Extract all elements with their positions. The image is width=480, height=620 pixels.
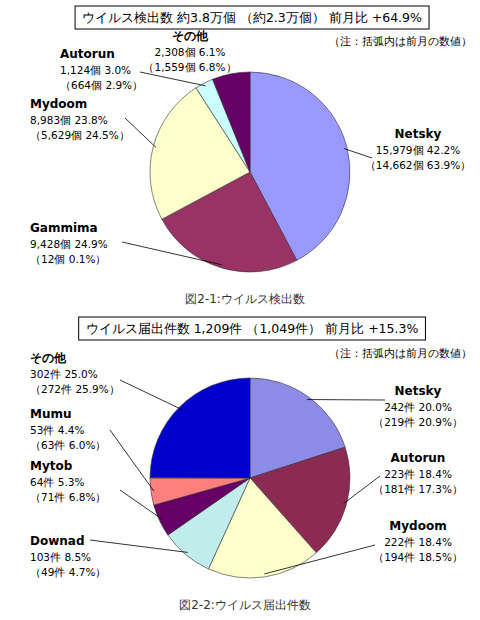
note: （注：括弧内は前月の数値） (329, 347, 472, 359)
slice-name: Mydoom (389, 519, 446, 533)
value-label: 1,124個 3.0% (60, 64, 131, 76)
data-labels: Netsky 242件 20.0% （219件 20.9%） Autorun 223件 … (30, 351, 463, 578)
title-frame (79, 317, 426, 340)
previous-label: （219件 20.9%） (373, 416, 463, 428)
slice-name: Autorun (391, 451, 446, 465)
slice-name: Mytob (30, 459, 73, 473)
pie-chart: ウイルス届出件数 1,209件 （1,049件） 前月比 +15.3% （注：括弧… (30, 317, 472, 612)
slices (150, 72, 350, 272)
leader-line (120, 380, 181, 409)
value-label: 64件 5.3% (30, 476, 84, 488)
slices (150, 378, 350, 578)
value-label: 302件 25.0% (30, 368, 98, 380)
previous-label: （664個 2.9%） (60, 79, 143, 91)
note: （注：括弧内は前月の数値） (329, 35, 472, 47)
slice-name: その他 (172, 29, 209, 43)
slice-name: Netsky (395, 384, 442, 398)
previous-label: （14,662個 63.9%） (365, 159, 471, 171)
leader-line (264, 545, 375, 574)
slice-name: Downad (30, 534, 85, 548)
slice-name: Autorun (60, 47, 115, 61)
value-label: 222件 18.4% (384, 536, 452, 548)
leader-line (140, 72, 205, 86)
value-label: 53件 4.4% (30, 424, 84, 436)
leader-line (90, 540, 188, 552)
previous-label: （49件 4.7%） (30, 566, 106, 578)
value-label: 223件 18.4% (384, 468, 452, 480)
title-box: ウイルス届出件数 1,209件 （1,049件） 前月比 +15.3% (79, 317, 426, 340)
value-label: 242件 20.0% (384, 401, 452, 413)
slice-name: その他 (30, 351, 67, 365)
slice-name: Netsky (395, 127, 442, 141)
pie-slice (150, 378, 250, 478)
previous-label: （272件 25.9%） (30, 383, 120, 395)
pie-chart: ウイルス検出数 約3.8万個 （約2.3万個） 前月比 +64.9% （注：括弧内… (30, 6, 472, 306)
caption: 図2-1:ウイルス検出数 (185, 292, 305, 306)
data-labels: Netsky 15,979個 42.2% （14,662個 63.9%） Gammim… (30, 29, 471, 265)
value-label: 8,983個 23.8% (30, 114, 108, 126)
leader-line (120, 490, 162, 519)
value-label: 2,308個 6.1% (154, 46, 225, 58)
leader-line (122, 242, 222, 265)
previous-label: （181件 17.3%） (373, 483, 463, 495)
slice-name: Mydoom (30, 97, 87, 111)
background (0, 0, 480, 620)
previous-label: （12個 0.1%） (30, 253, 106, 265)
pie-slice (213, 72, 250, 172)
chart-canvas: ウイルス検出数 約3.8万個 （約2.3万個） 前月比 +64.9% （注：括弧内… (0, 0, 480, 620)
previous-label: （5,629個 24.5%） (30, 129, 130, 141)
slice-name: Mumu (30, 407, 72, 421)
previous-label: （63件 6.0%） (30, 439, 106, 451)
leader-line (307, 399, 385, 400)
leader-line (344, 149, 372, 158)
chart-title: ウイルス届出件数 1,209件 （1,049件） 前月比 +15.3% (86, 321, 419, 336)
title-box: ウイルス検出数 約3.8万個 （約2.3万個） 前月比 +64.9% (75, 6, 429, 29)
previous-label: （194件 18.5%） (373, 551, 463, 563)
value-label: 15,979個 42.2% (376, 144, 460, 156)
leader-line (110, 430, 154, 491)
caption: 図2-2:ウイルス届出件数 (179, 598, 311, 612)
previous-label: （71件 6.8%） (30, 491, 106, 503)
previous-label: （1,559個 6.8%） (143, 61, 236, 73)
value-label: 103件 8.5% (30, 551, 91, 563)
pie-slice (150, 478, 250, 505)
slice-name: Gammima (30, 221, 98, 235)
value-label: 9,428個 24.9% (30, 238, 108, 250)
title-frame (75, 6, 429, 29)
chart-title: ウイルス検出数 約3.8万個 （約2.3万個） 前月比 +64.9% (82, 10, 422, 25)
